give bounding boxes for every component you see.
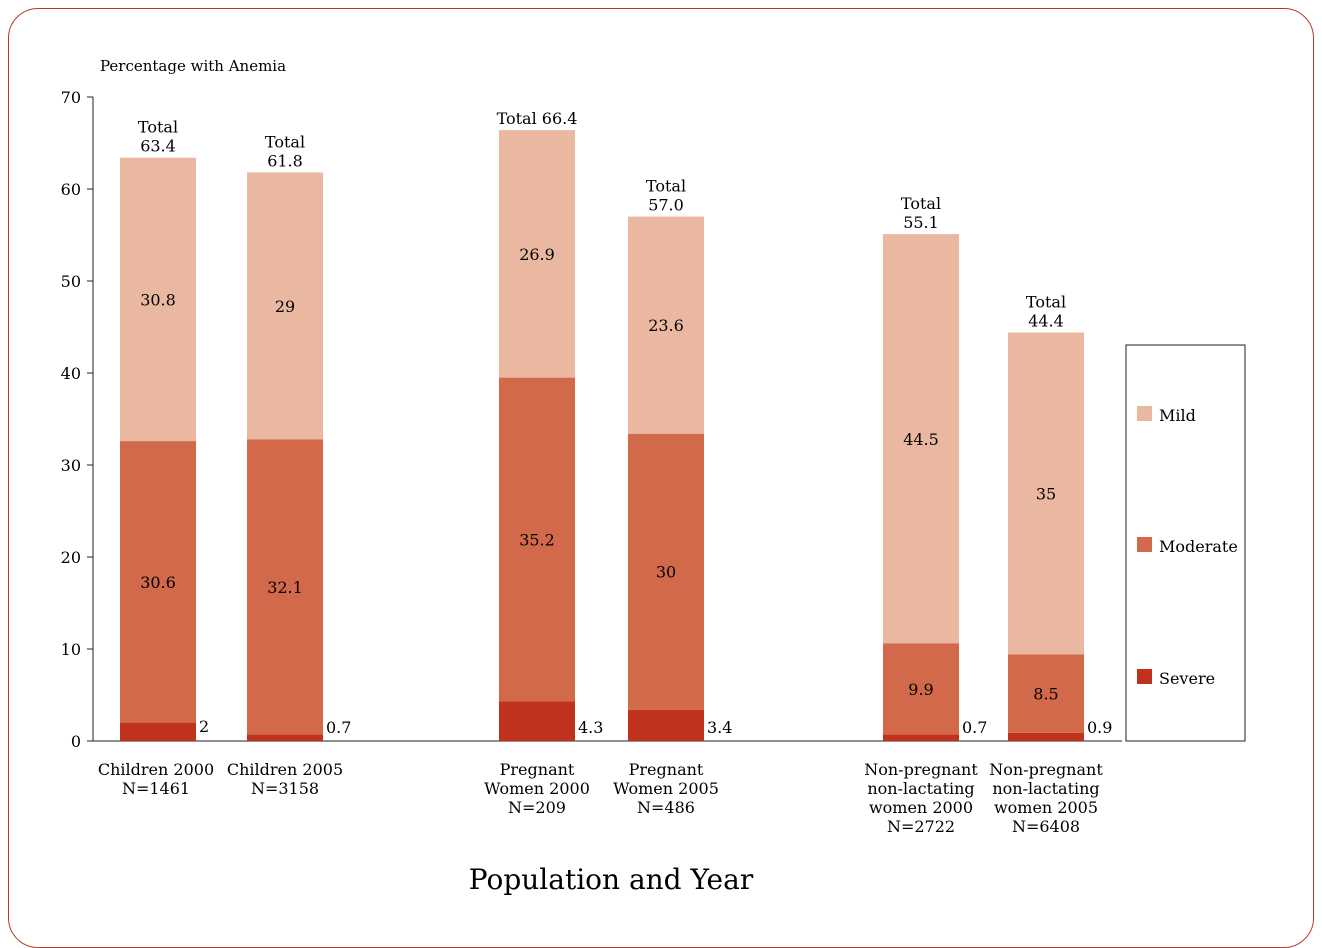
- value-label-severe: 0.7: [962, 718, 987, 737]
- y-tick-label: 50: [61, 272, 81, 291]
- value-label-moderate: 8.5: [1033, 685, 1058, 704]
- category-label: women 2005: [994, 798, 1098, 817]
- value-label-mild: 30.8: [140, 290, 176, 309]
- value-label-moderate: 9.9: [908, 680, 933, 699]
- bar-segment-moderate: [247, 439, 323, 735]
- y-tick-label: 30: [61, 456, 81, 475]
- total-label: Total: [1026, 293, 1066, 312]
- value-label-moderate: 32.1: [267, 578, 303, 597]
- category-label: non-lactating: [992, 779, 1099, 798]
- bar-segment-mild: [883, 234, 959, 644]
- value-label-severe: 3.4: [707, 718, 732, 737]
- y-tick-label: 0: [71, 732, 81, 751]
- category-label: N=486: [637, 798, 695, 817]
- bar-segment-mild: [1008, 332, 1084, 655]
- category-label: N=3158: [251, 779, 319, 798]
- bar-segment-moderate: [499, 377, 575, 702]
- bar-segment-mild: [247, 172, 323, 440]
- category-label: Pregnant: [629, 760, 704, 779]
- bar-segment-severe: [499, 701, 575, 741]
- category-label: Non-pregnant: [989, 760, 1103, 779]
- total-label: Total: [901, 194, 941, 213]
- y-axis-title: Percentage with Anemia: [100, 57, 286, 75]
- bar-segment-moderate: [883, 643, 959, 735]
- value-label-moderate: 30.6: [140, 573, 176, 592]
- category-label: Non-pregnant: [864, 760, 978, 779]
- value-label-severe: 0.9: [1087, 718, 1112, 737]
- value-label-severe: 4.3: [578, 718, 603, 737]
- bar-segment-mild: [499, 130, 575, 378]
- value-label-mild: 23.6: [648, 316, 684, 335]
- value-label-moderate: 30: [656, 563, 676, 582]
- category-label: Women 2005: [613, 779, 719, 798]
- category-label: N=1461: [122, 779, 190, 798]
- y-tick-label: 70: [61, 88, 81, 107]
- total-label: 63.4: [140, 137, 176, 156]
- anemia-stacked-bar-chart: Percentage with Anemia 0 10 20 30 40 50 60 70 3…: [61, 57, 1246, 896]
- value-label-moderate: 35.2: [519, 531, 555, 550]
- bar-segment-severe: [628, 709, 704, 741]
- y-tick-label: 60: [61, 180, 81, 199]
- category-label: Children 2005: [227, 760, 343, 779]
- data-labels: 30.630.82Total63.432.1290.7Total61.835.2…: [138, 109, 1113, 737]
- y-tick-label: 10: [61, 640, 81, 659]
- value-label-mild: 44.5: [903, 430, 939, 449]
- value-label-mild: 26.9: [519, 245, 555, 264]
- bar-segment-severe: [1008, 732, 1084, 741]
- bar-segment-mild: [120, 157, 196, 442]
- total-label: Total 66.4: [497, 109, 578, 128]
- bars: [120, 130, 1084, 741]
- total-label: Total: [138, 118, 178, 137]
- category-label: non-lactating: [867, 779, 974, 798]
- bar-segment-severe: [120, 722, 196, 741]
- bar-segment-moderate: [1008, 654, 1084, 733]
- bar-segment-severe: [883, 734, 959, 741]
- y-axis: 0 10 20 30 40 50 60 70: [61, 88, 1122, 751]
- legend-label-severe: Severe: [1159, 669, 1215, 688]
- y-tick-label: 40: [61, 364, 81, 383]
- bar-segment-severe: [247, 734, 323, 741]
- value-label-severe: 2: [199, 717, 209, 736]
- legend-swatch-mild: [1137, 406, 1152, 421]
- y-tick-label: 20: [61, 548, 81, 567]
- bar-segment-moderate: [628, 433, 704, 710]
- total-label: 55.1: [903, 213, 939, 232]
- legend-swatch-moderate: [1137, 537, 1152, 552]
- category-label: N=2722: [887, 817, 955, 836]
- legend-label-mild: Mild: [1159, 406, 1196, 425]
- category-label: Pregnant: [500, 760, 575, 779]
- value-label-severe: 0.7: [326, 718, 351, 737]
- total-label: Total: [646, 177, 686, 196]
- legend-label-moderate: Moderate: [1159, 537, 1238, 556]
- x-axis-title: Population and Year: [469, 863, 754, 896]
- legend: Mild Moderate Severe: [1125, 344, 1246, 742]
- category-label: Children 2000: [98, 760, 214, 779]
- category-label: N=209: [508, 798, 566, 817]
- category-label: N=6408: [1012, 817, 1080, 836]
- value-label-mild: 29: [275, 297, 295, 316]
- bar-segment-moderate: [120, 441, 196, 723]
- total-label: Total: [265, 132, 305, 151]
- total-label: 61.8: [267, 151, 303, 170]
- total-label: 44.4: [1028, 312, 1064, 331]
- legend-swatch-severe: [1137, 669, 1152, 684]
- category-label: women 2000: [869, 798, 973, 817]
- bar-segment-mild: [628, 216, 704, 434]
- total-label: 57.0: [648, 196, 684, 215]
- value-label-mild: 35: [1036, 485, 1056, 504]
- category-label: Women 2000: [484, 779, 590, 798]
